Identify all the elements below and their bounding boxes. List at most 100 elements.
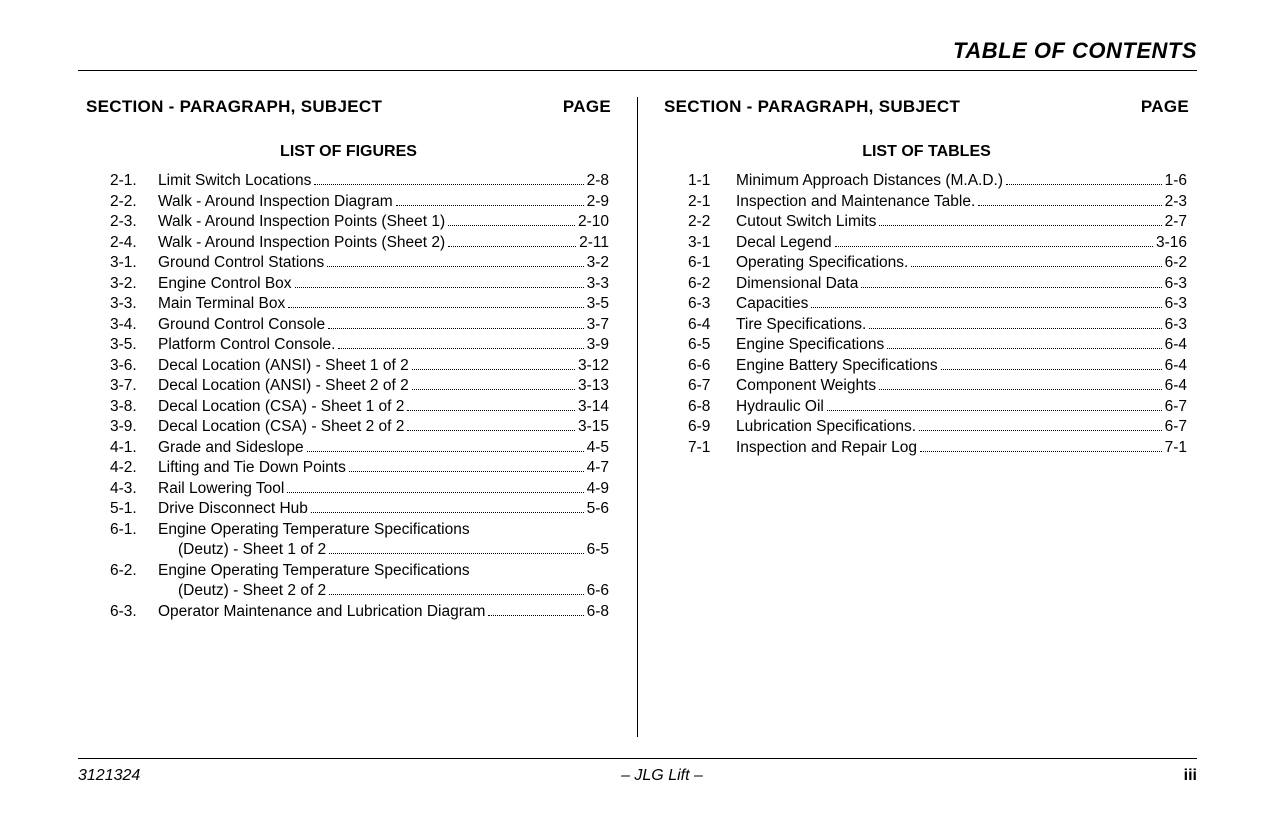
toc-entry-number: 2-4.: [110, 233, 158, 254]
footer-brand: – JLG Lift –: [621, 767, 703, 785]
toc-entry-page: 5-6: [587, 499, 609, 520]
toc-entry-number: 6-2.: [110, 561, 158, 582]
toc-entry-page: 1-6: [1165, 171, 1187, 192]
toc-entry: 6-2Dimensional Data6-3: [688, 274, 1187, 295]
leader-dots: [827, 398, 1162, 410]
leader-dots: [879, 378, 1161, 390]
toc-entry-page: 6-4: [1165, 356, 1187, 377]
toc-entry: 6-6Engine Battery Specifications 6-4: [688, 356, 1187, 377]
toc-entry-number: 3-7.: [110, 376, 158, 397]
toc-entry-title: Walk - Around Inspection Diagram: [158, 192, 393, 213]
toc-entry-number: 4-3.: [110, 479, 158, 500]
toc-entry-title: Operator Maintenance and Lubrication Dia…: [158, 602, 485, 623]
toc-entry-title: Lifting and Tie Down Points: [158, 458, 346, 479]
toc-entry: 5-1.Drive Disconnect Hub 5-6: [110, 499, 609, 520]
leader-dots: [328, 316, 583, 328]
toc-entry-title: Rail Lowering Tool: [158, 479, 284, 500]
toc-entry: 4-2.Lifting and Tie Down Points4-7: [110, 458, 609, 479]
column-header-page: PAGE: [1141, 97, 1189, 117]
toc-entry-page: 2-9: [587, 192, 609, 213]
toc-entry: 2-1.Limit Switch Locations2-8: [110, 171, 609, 192]
toc-entry-title: Capacities: [736, 294, 808, 315]
toc-entry: 3-4.Ground Control Console 3-7: [110, 315, 609, 336]
leader-dots: [412, 357, 575, 369]
toc-entry-title: Engine Battery Specifications: [736, 356, 938, 377]
toc-entry-page: 2-3: [1165, 192, 1187, 213]
toc-entry-page: 3-15: [578, 417, 609, 438]
toc-entry-title: Main Terminal Box: [158, 294, 285, 315]
toc-entry: 2-3.Walk - Around Inspection Points (She…: [110, 212, 609, 233]
toc-entry: 6-4Tire Specifications.6-3: [688, 315, 1187, 336]
toc-entry: 3-9.Decal Location (CSA) - Sheet 2 of 23…: [110, 417, 609, 438]
toc-entry-number: 3-8.: [110, 397, 158, 418]
leader-dots: [288, 296, 583, 308]
toc-entry-number: 6-9: [688, 417, 736, 438]
page: TABLE OF CONTENTS SECTION - PARAGRAPH, S…: [0, 0, 1275, 825]
toc-entry-title: Hydraulic Oil: [736, 397, 824, 418]
toc-entry-number: 6-6: [688, 356, 736, 377]
toc-entry: 4-3.Rail Lowering Tool4-9: [110, 479, 609, 500]
footer-doc-number: 3121324: [78, 767, 140, 785]
toc-entry-number: 3-4.: [110, 315, 158, 336]
leader-dots: [314, 173, 583, 185]
toc-entry: 6-1Operating Specifications.6-2: [688, 253, 1187, 274]
toc-entry-number: 6-3.: [110, 602, 158, 623]
leader-dots: [307, 439, 584, 451]
toc-entry-title: Tire Specifications.: [736, 315, 866, 336]
toc-entry-page: 3-9: [587, 335, 609, 356]
toc-entry-number: 6-5: [688, 335, 736, 356]
toc-entry-title: Inspection and Maintenance Table.: [736, 192, 975, 213]
toc-entry-title: Minimum Approach Distances (M.A.D.): [736, 171, 1003, 192]
toc-entry: 6-8Hydraulic Oil6-7: [688, 397, 1187, 418]
toc-entry: 6-2.Engine Operating Temperature Specifi…: [110, 561, 609, 582]
leader-dots: [311, 501, 584, 513]
toc-entry-page: 6-6: [587, 581, 609, 602]
leader-dots: [869, 316, 1161, 328]
toc-entry-number: 5-1.: [110, 499, 158, 520]
toc-entry-title: Ground Control Console: [158, 315, 325, 336]
leader-dots: [327, 255, 583, 267]
left-column: SECTION - PARAGRAPH, SUBJECT PAGE LIST O…: [78, 97, 637, 737]
toc-entry: 4-1.Grade and Sideslope4-5: [110, 438, 609, 459]
toc-entry: 6-7Component Weights6-4: [688, 376, 1187, 397]
toc-entry-title: Decal Location (ANSI) - Sheet 1 of 2: [158, 356, 409, 377]
toc-entry-page: 3-14: [578, 397, 609, 418]
toc-entry-page: 6-4: [1165, 376, 1187, 397]
columns: SECTION - PARAGRAPH, SUBJECT PAGE LIST O…: [78, 97, 1197, 737]
toc-entry-title: Decal Legend: [736, 233, 832, 254]
toc-entry-page: 3-12: [578, 356, 609, 377]
leader-dots: [911, 255, 1161, 267]
toc-entry-number: 7-1: [688, 438, 736, 459]
toc-entry-title: Engine Specifications: [736, 335, 884, 356]
toc-entry-number: 2-1.: [110, 171, 158, 192]
toc-entry-title: Engine Control Box: [158, 274, 292, 295]
leader-dots: [412, 378, 575, 390]
toc-entry-page: 2-8: [587, 171, 609, 192]
column-header-label: SECTION - PARAGRAPH, SUBJECT: [86, 97, 382, 117]
toc-entry-title: Ground Control Stations: [158, 253, 324, 274]
column-header-page: PAGE: [563, 97, 611, 117]
toc-entry: 2-4.Walk - Around Inspection Points (She…: [110, 233, 609, 254]
toc-entry-page: 6-4: [1165, 335, 1187, 356]
toc-entry-title: Walk - Around Inspection Points (Sheet 1…: [158, 212, 445, 233]
toc-entry-title: Drive Disconnect Hub: [158, 499, 308, 520]
toc-entry: 3-2.Engine Control Box3-3: [110, 274, 609, 295]
toc-entry-page: 3-7: [587, 315, 609, 336]
toc-entry-number: 6-1: [688, 253, 736, 274]
leader-dots: [488, 603, 583, 615]
toc-entry-title: Lubrication Specifications.: [736, 417, 916, 438]
toc-entry-number: 6-3: [688, 294, 736, 315]
toc-entry: 3-8.Decal Location (CSA) - Sheet 1 of 23…: [110, 397, 609, 418]
toc-entry-page: 3-5: [587, 294, 609, 315]
toc-entry-title: Platform Control Console.: [158, 335, 335, 356]
leader-dots: [941, 357, 1162, 369]
toc-entry-number: 3-2.: [110, 274, 158, 295]
right-column-header: SECTION - PARAGRAPH, SUBJECT PAGE: [664, 97, 1189, 117]
leader-dots: [879, 214, 1161, 226]
toc-entry-number: 2-3.: [110, 212, 158, 233]
toc-entry-number: 3-1: [688, 233, 736, 254]
toc-entry-page: 2-10: [578, 212, 609, 233]
toc-entry: 3-1.Ground Control Stations3-2: [110, 253, 609, 274]
toc-entry-page: 6-3: [1165, 274, 1187, 295]
page-title: TABLE OF CONTENTS: [78, 38, 1197, 71]
